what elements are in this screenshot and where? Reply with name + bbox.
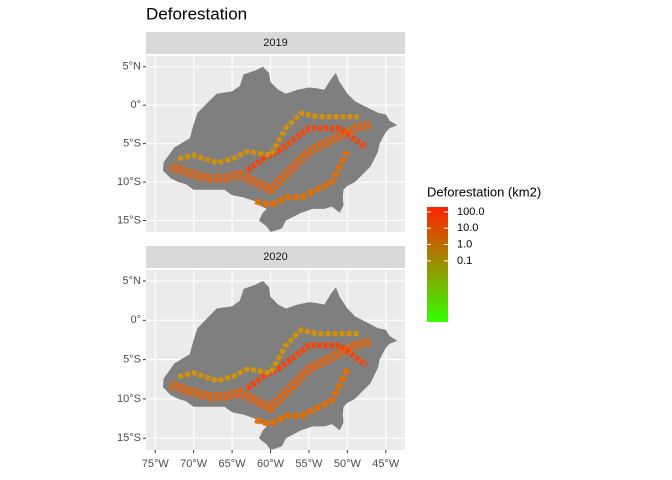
y-tick-label: 5°S [123,138,141,150]
region-shape [162,281,398,450]
x-tick-label: 50°W [334,458,362,470]
x-tick-label: 55°W [295,458,323,470]
chart-title: Deforestation [146,4,247,23]
facet-panel: 2019 5°N 0° 5°S 10°S 15°S [117,32,405,232]
deforestation-texture [254,149,351,209]
y-tick-label: 15°S [117,432,141,444]
y-tick-label: 5°N [123,275,142,287]
facet-strip [146,32,405,54]
deforestation-texture [169,337,372,413]
y-tick-label: 5°N [123,61,142,73]
legend-title: Deforestation (km2) [427,184,541,199]
y-tick-label: 5°S [123,354,141,366]
legend-colorbar [427,207,448,322]
facet-label: 2020 [263,251,287,263]
x-tick-label: 65°W [219,458,247,470]
x-tick-label: 75°W [142,458,170,470]
legend-label: 100.0 [457,206,485,218]
x-tick-label: 45°W [372,458,400,470]
x-tick-label: 70°W [180,458,208,470]
y-tick-label: 0° [130,314,141,326]
facet-panel: 2020 5°N 0° 5°S 10°S 15°S [117,246,405,450]
facet-strip [146,246,405,268]
deforestation-texture [177,110,359,166]
y-tick-label: 15°S [117,214,141,226]
y-tick-label: 0° [130,99,141,111]
y-tick-label: 10°S [117,176,141,188]
facet-label: 2019 [263,37,287,49]
x-tick-label: 60°W [257,458,285,470]
legend-label: 10.0 [457,222,478,234]
y-tick-label: 10°S [117,393,141,405]
deforestation-texture [169,120,372,195]
deforestation-texture [254,367,351,427]
deforestation-texture [177,327,359,384]
legend-label: 0.1 [457,255,472,267]
legend-label: 1.0 [457,238,472,250]
